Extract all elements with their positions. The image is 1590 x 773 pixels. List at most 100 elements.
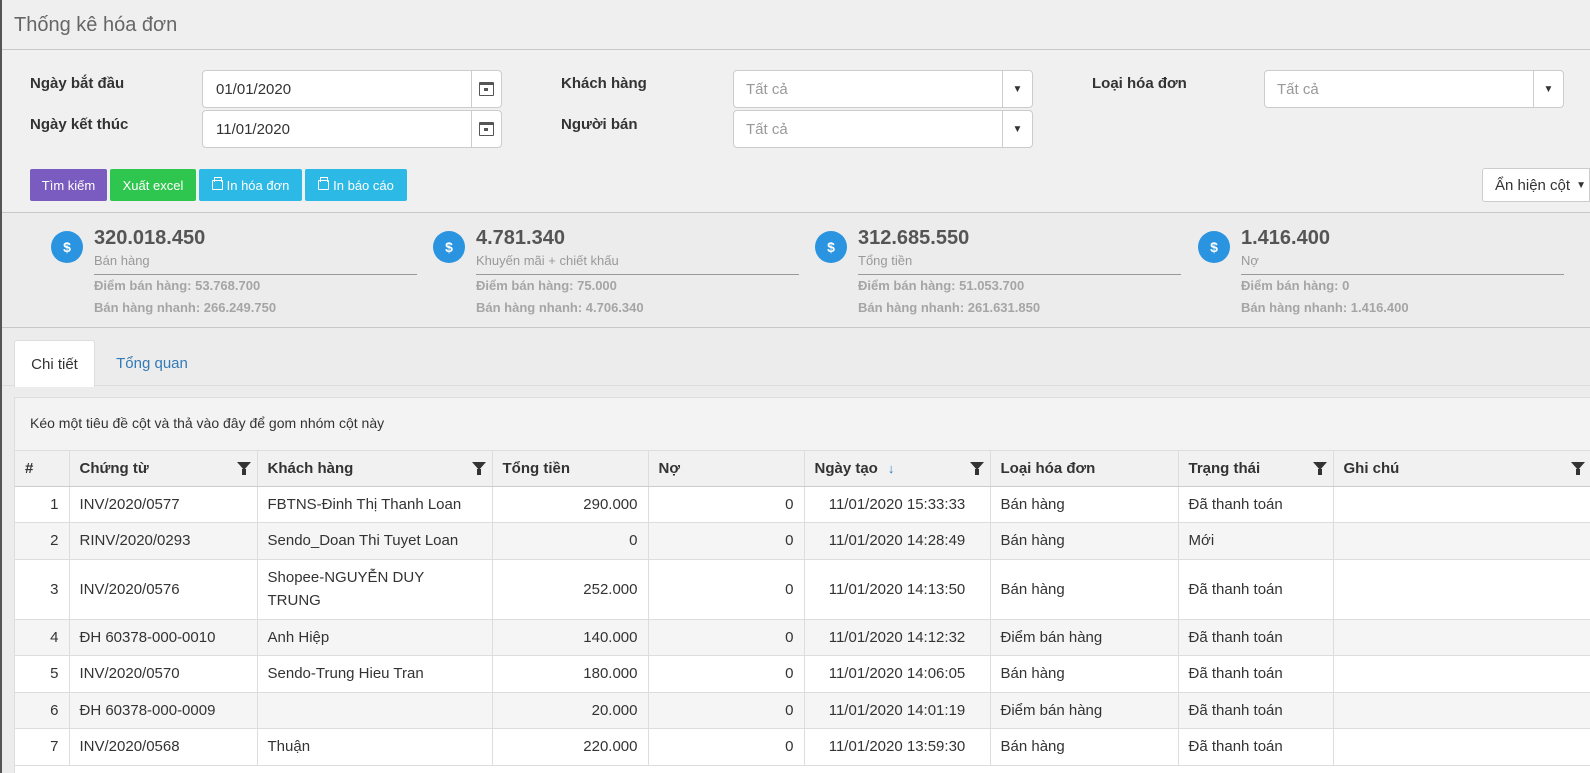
column-header-label: Ghi chú [1343, 459, 1400, 477]
stat-pos-breakdown: Điểm bán hàng: 0 [1241, 278, 1350, 293]
search-button[interactable]: Tìm kiếm [30, 169, 107, 201]
cell-type: Điểm bán hàng [990, 619, 1179, 656]
group-by-drop-zone[interactable]: Kéo một tiêu đề cột và thả vào đây để go… [15, 398, 1590, 451]
seller-label: Người bán [561, 116, 638, 133]
table-row[interactable]: 4 ĐH 60378-000-0010 Anh Hiệp 140.000 0 1… [15, 619, 1590, 656]
cell-debt: 0 [648, 655, 805, 693]
end-date-calendar-button[interactable] [471, 111, 501, 147]
cell-index: 4 [15, 619, 70, 656]
cell-customer: FBTNS-Đinh Thị Thanh Loan [257, 486, 493, 523]
filter-icon[interactable] [1312, 462, 1327, 475]
cell-customer [257, 692, 493, 729]
group-by-hint-text: Kéo một tiêu đề cột và thả vào đây để go… [30, 415, 385, 431]
cell-document[interactable]: INV/2020/0570 [69, 655, 258, 693]
filter-icon[interactable] [471, 462, 486, 475]
column-header-label: Loại hóa đơn [1000, 459, 1096, 477]
column-header-index[interactable]: # [15, 451, 70, 487]
print-icon [318, 177, 330, 190]
stat-divider [94, 274, 417, 275]
start-date-field[interactable]: 01/01/2020 [202, 70, 502, 108]
stat-label: Nợ [1241, 253, 1259, 268]
cell-document[interactable]: ĐH 60378-000-0009 [69, 692, 258, 729]
stat-quick-sale-breakdown: Bán hàng nhanh: 266.249.750 [94, 300, 277, 315]
stat-debt: $ 1.416.400 Nợ Điểm bán hàng: 0 Bán hàng… [1198, 227, 1578, 317]
cell-document[interactable]: INV/2020/0568 [69, 728, 258, 766]
cell-document[interactable]: INV/2020/0577 [69, 486, 258, 523]
cell-debt: 0 [648, 728, 805, 766]
column-header-total[interactable]: Tổng tiền [492, 451, 649, 487]
cell-type: Bán hàng [990, 522, 1179, 560]
chevron-down-icon[interactable]: ▼ [1002, 71, 1032, 107]
filter-panel: Ngày bắt đầu 01/01/2020 Ngày kết thúc 11… [2, 50, 1590, 213]
cell-document[interactable]: INV/2020/0576 [69, 559, 258, 620]
cell-document[interactable]: RINV/2020/0293 [69, 522, 258, 560]
cell-index: 7 [15, 728, 70, 766]
filter-icon[interactable] [969, 462, 984, 475]
end-date-field[interactable]: 11/01/2020 [202, 110, 502, 148]
cell-debt: 0 [648, 692, 805, 729]
stat-amount: 320.018.450 [94, 227, 206, 249]
cell-status: Mới [1178, 522, 1334, 560]
column-header-note[interactable]: Ghi chú [1333, 451, 1590, 487]
stat-amount: 1.416.400 [1241, 227, 1330, 249]
seller-select[interactable]: Tất cả ▼ [733, 110, 1033, 148]
export-excel-button-label: Xuất excel [122, 177, 184, 193]
cell-customer: Shopee-NGUYỄN DUY TRUNG [257, 559, 493, 620]
print-report-button[interactable]: In báo cáo [305, 169, 407, 201]
column-header-customer[interactable]: Khách hàng [257, 451, 493, 487]
table-row[interactable]: 3 INV/2020/0576 Shopee-NGUYỄN DUY TRUNG … [15, 559, 1590, 620]
customer-label: Khách hàng [561, 75, 647, 92]
tab-detail[interactable]: Chi tiết [14, 340, 95, 387]
cell-status: Đã thanh toán [1178, 486, 1334, 523]
filter-icon[interactable] [236, 462, 251, 475]
column-header-created[interactable]: Ngày tạo ↓ [804, 451, 991, 487]
chevron-down-icon[interactable]: ▼ [1533, 71, 1563, 107]
cell-index: 1 [15, 486, 70, 523]
seller-select-placeholder: Tất cả [746, 121, 788, 138]
customer-select[interactable]: Tất cả ▼ [733, 70, 1033, 108]
table-row[interactable]: 7 INV/2020/0568 Thuận 220.000 0 11/01/20… [15, 728, 1590, 766]
column-header-type[interactable]: Loại hóa đơn [990, 451, 1179, 487]
table-row[interactable]: 5 INV/2020/0570 Sendo-Trung Hieu Tran 18… [15, 655, 1590, 693]
column-header-document[interactable]: Chứng từ [69, 451, 258, 487]
cell-total: 0 [492, 522, 649, 560]
chevron-down-icon[interactable]: ▼ [1002, 111, 1032, 147]
filter-icon[interactable] [1570, 462, 1585, 475]
table-row[interactable]: 6 ĐH 60378-000-0009 20.000 0 11/01/2020 … [15, 692, 1590, 729]
export-excel-button[interactable]: Xuất excel [110, 169, 196, 201]
print-invoice-button[interactable]: In hóa đơn [199, 169, 302, 201]
cell-debt: 0 [648, 559, 805, 620]
cell-created: 11/01/2020 15:33:33 [804, 486, 991, 523]
stat-quick-sale-breakdown: Bán hàng nhanh: 1.416.400 [1241, 300, 1409, 315]
table-row[interactable]: 2 RINV/2020/0293 Sendo_Doan Thi Tuyet Lo… [15, 522, 1590, 560]
stat-sales: $ 320.018.450 Bán hàng Điểm bán hàng: 53… [51, 227, 431, 317]
tab-overview[interactable]: Tổng quan [116, 355, 188, 372]
stat-quick-sale-breakdown: Bán hàng nhanh: 4.706.340 [476, 300, 644, 315]
column-toggle-button[interactable]: Ẩn hiện cột ▼ [1482, 168, 1590, 202]
cell-document[interactable]: ĐH 60378-000-0010 [69, 619, 258, 656]
start-date-calendar-button[interactable] [471, 71, 501, 107]
column-header-debt[interactable]: Nợ [648, 451, 805, 487]
stat-label: Tổng tiền [858, 253, 913, 268]
stat-amount: 4.781.340 [476, 227, 565, 249]
cell-type: Bán hàng [990, 728, 1179, 766]
page-title: Thống kê hóa đơn [14, 14, 178, 36]
column-header-status[interactable]: Trạng thái [1178, 451, 1334, 487]
cell-customer: Sendo_Doan Thi Tuyet Loan [257, 522, 493, 560]
print-invoice-button-label: In hóa đơn [226, 177, 290, 193]
end-date-label: Ngày kết thúc [30, 116, 129, 133]
stat-amount: 312.685.550 [858, 227, 970, 249]
cell-type: Bán hàng [990, 655, 1179, 693]
cell-type: Bán hàng [990, 486, 1179, 523]
cell-total: 220.000 [492, 728, 649, 766]
table-row[interactable]: 1 INV/2020/0577 FBTNS-Đinh Thị Thanh Loa… [15, 486, 1590, 523]
cell-status: Đã thanh toán [1178, 728, 1334, 766]
summary-stats: $ 320.018.450 Bán hàng Điểm bán hàng: 53… [2, 213, 1590, 328]
cell-debt: 0 [648, 486, 805, 523]
cell-status: Đã thanh toán [1178, 559, 1334, 620]
invoice-type-select[interactable]: Tất cả ▼ [1264, 70, 1564, 108]
cell-total: 252.000 [492, 559, 649, 620]
cell-type: Bán hàng [990, 559, 1179, 620]
stat-label: Bán hàng [94, 253, 150, 268]
column-header-label: Ngày tạo [814, 459, 878, 477]
